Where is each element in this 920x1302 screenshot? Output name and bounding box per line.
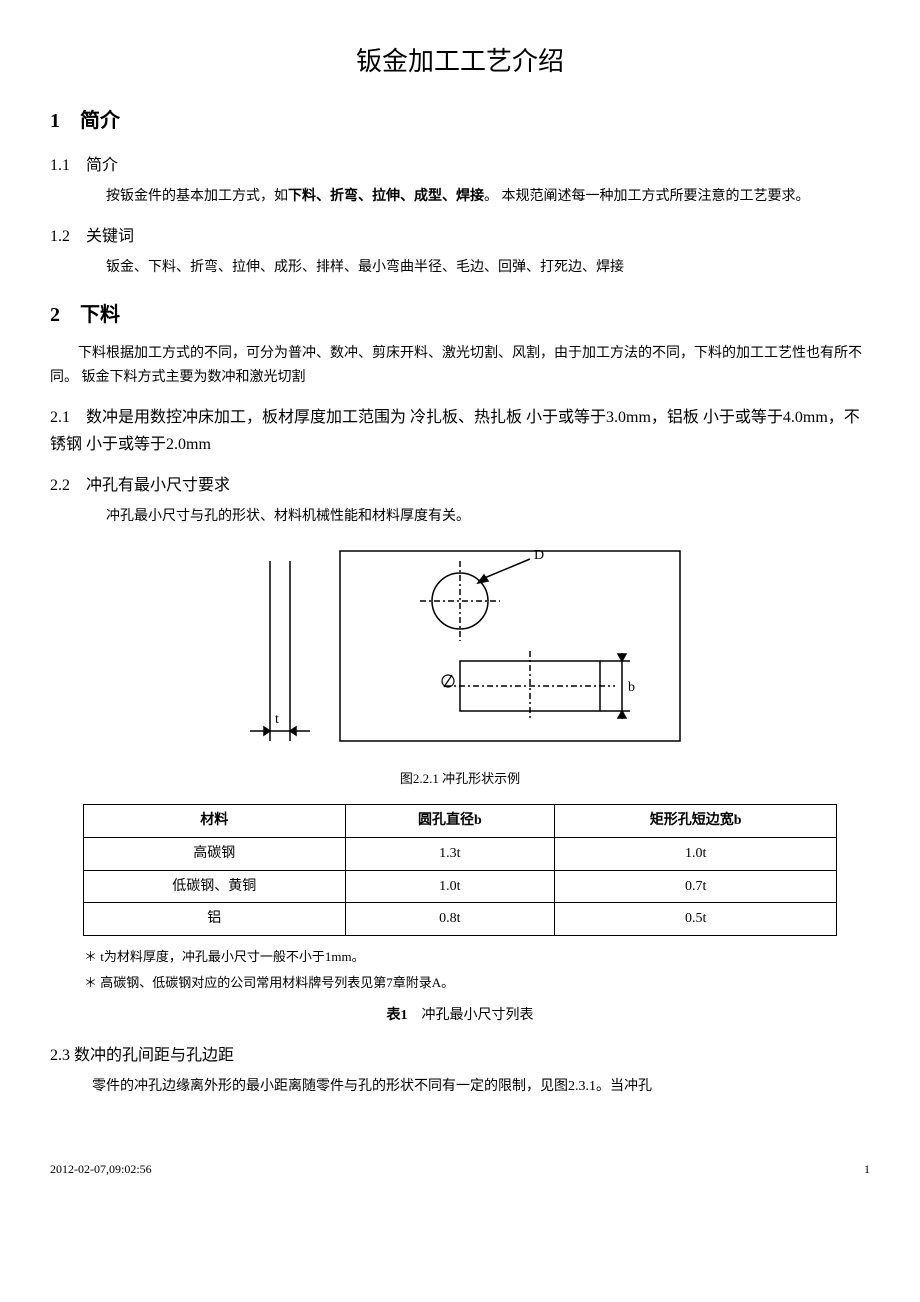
section-2-3: 2.3 数冲的孔间距与孔边距 xyxy=(50,1042,870,1069)
td: 铝 xyxy=(83,903,345,936)
table-row: 铝 0.8t 0.5t xyxy=(83,903,836,936)
s1-1-body-b: 。 本规范阐述每一种加工方式所要注意的工艺要求。 xyxy=(484,189,810,204)
section-1-heading: 1 简介 xyxy=(50,104,870,138)
section-1-num: 1 xyxy=(50,110,60,132)
section-1-1-num: 1.1 xyxy=(50,157,70,174)
td: 低碳钢、黄铜 xyxy=(83,870,345,903)
min-punch-size-table: 材料 圆孔直径b 矩形孔短边宽b 高碳钢 1.3t 1.0t 低碳钢、黄铜 1.… xyxy=(83,804,837,936)
section-1-2-title: 关键词 xyxy=(86,228,134,245)
s1-1-body-a: 按钣金件的基本加工方式，如 xyxy=(106,189,288,204)
section-1-title: 简介 xyxy=(80,110,120,132)
td: 1.0t xyxy=(555,837,837,870)
table-title: 表1 冲孔最小尺寸列表 xyxy=(50,1004,870,1028)
d-label: D xyxy=(534,548,544,563)
table-title-bold: 表1 xyxy=(387,1008,408,1023)
section-2-3-body: 零件的冲孔边缘离外形的最小距离随零件与孔的形状不同有一定的限制，见图2.3.1。… xyxy=(50,1075,870,1099)
th-rect-b: 矩形孔短边宽b xyxy=(555,805,837,838)
th-material: 材料 xyxy=(83,805,345,838)
section-2-body: 下料根据加工方式的不同，可分为普冲、数冲、剪床开料、激光切割、风割，由于加工方法… xyxy=(50,342,870,390)
section-1-1-title: 简介 xyxy=(86,157,118,174)
section-2-1: 2.1 数冲是用数控冲床加工，板材厚度加工范围为 冷扎板、热扎板 小于或等于3.… xyxy=(50,404,870,458)
section-2-2: 2.2 冲孔有最小尺寸要求 xyxy=(50,472,870,499)
page-footer: 2012-02-07,09:02:56 1 xyxy=(50,1159,870,1179)
section-2-heading: 2 下料 xyxy=(50,298,870,332)
section-2-2-body: 冲孔最小尺寸与孔的形状、材料机械性能和材料厚度有关。 xyxy=(50,505,870,529)
section-1-2-num: 1.2 xyxy=(50,228,70,245)
table-title-rest: 冲孔最小尺寸列表 xyxy=(408,1008,534,1023)
section-1-2-heading: 1.2 关键词 xyxy=(50,223,870,250)
td: 0.7t xyxy=(555,870,837,903)
b-label: b xyxy=(628,680,635,695)
figure-2-2-1: t D b xyxy=(50,541,870,760)
table-row: 低碳钢、黄铜 1.0t 0.7t xyxy=(83,870,836,903)
td: 1.0t xyxy=(345,870,554,903)
table-note-2: ＊ 高碳钢、低碳钢对应的公司常用材料牌号列表见第7章附录A。 xyxy=(84,972,870,994)
td: 0.5t xyxy=(555,903,837,936)
page-title: 钣金加工工艺介绍 xyxy=(50,40,870,84)
td: 0.8t xyxy=(345,903,554,936)
section-1-1-body: 按钣金件的基本加工方式，如下料、折弯、拉伸、成型、焊接。 本规范阐述每一种加工方… xyxy=(50,185,870,209)
td: 1.3t xyxy=(345,837,554,870)
table-note-1: ＊ t为材料厚度，冲孔最小尺寸一般不小于1mm。 xyxy=(84,946,870,968)
section-2-title: 下料 xyxy=(80,304,120,326)
section-1-2-body: 钣金、下料、折弯、拉伸、成形、排样、最小弯曲半径、毛边、回弹、打死边、焊接 xyxy=(50,256,870,280)
section-1-1-heading: 1.1 简介 xyxy=(50,152,870,179)
t-label: t xyxy=(275,712,279,727)
td: 高碳钢 xyxy=(83,837,345,870)
s1-1-body-bold: 下料、折弯、拉伸、成型、焊接 xyxy=(288,189,484,204)
footer-timestamp: 2012-02-07,09:02:56 xyxy=(50,1159,152,1179)
figure-caption: 图2.2.1 冲孔形状示例 xyxy=(50,768,870,790)
th-circle-b: 圆孔直径b xyxy=(345,805,554,838)
section-2-num: 2 xyxy=(50,304,60,326)
table-row: 高碳钢 1.3t 1.0t xyxy=(83,837,836,870)
footer-page-number: 1 xyxy=(864,1159,870,1179)
